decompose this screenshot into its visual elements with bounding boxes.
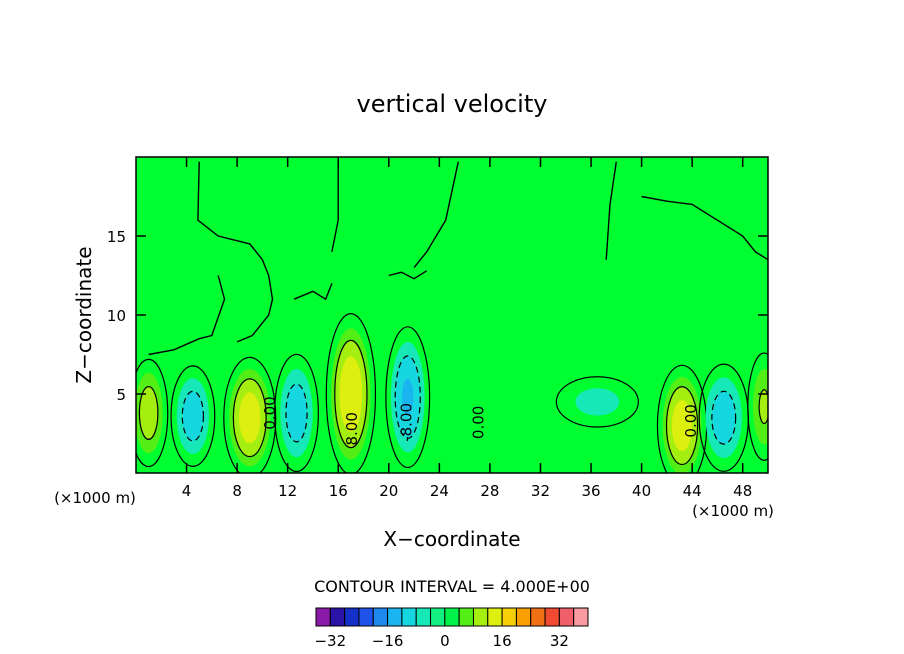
x-tick-label: 12 [278, 482, 297, 500]
color-legend: −32 −16 0 16 32 [314, 607, 589, 650]
legend-swatch [501, 607, 517, 627]
legend-label: 0 [440, 632, 450, 650]
contour-band [285, 383, 308, 443]
x-tick-label: 32 [531, 482, 550, 500]
contour-line-zero [274, 353, 319, 473]
contour-label: 0.00 [261, 396, 279, 429]
contour-band [138, 385, 159, 440]
x-tick-label: 48 [733, 482, 752, 500]
velocity-cell [385, 326, 431, 469]
x-unit-right: (×1000 m) [692, 502, 774, 520]
legend-swatch [458, 607, 474, 627]
contour-band [339, 356, 363, 432]
legend-swatch [372, 607, 389, 627]
contour-label: 0.00 [682, 404, 700, 437]
x-tick-label: 40 [632, 482, 651, 500]
x-tick-label: 4 [182, 482, 192, 500]
contour-band [402, 378, 414, 416]
legend-swatch [444, 607, 460, 627]
legend-swatch [515, 607, 532, 627]
legend-swatch [358, 607, 374, 627]
contour-line-zero [747, 352, 768, 461]
contour-line [331, 161, 339, 252]
contour-band [711, 390, 737, 445]
plot-area: 0.00 8.00 -8.00 0.00 0.00 4 8 12 16 20 24 28 32 36 40… [107, 156, 769, 500]
legend-label: 16 [493, 632, 512, 650]
legend-swatch [430, 607, 446, 627]
velocity-cell [656, 364, 708, 473]
contour-line [388, 270, 428, 280]
velocity-cell [274, 353, 319, 473]
contour-band [671, 400, 693, 452]
legend-swatch [530, 607, 546, 627]
x-tick-label: 8 [232, 482, 242, 500]
contour-line-zero [170, 365, 216, 467]
velocity-cell [170, 365, 216, 467]
x-tick-label: 44 [683, 482, 702, 500]
legend-swatch [487, 607, 503, 627]
velocity-cells [136, 313, 768, 473]
contour-line-zero [385, 326, 431, 469]
legend-swatch [315, 607, 331, 627]
contour-labels: 0.00 8.00 -8.00 0.00 0.00 [261, 396, 700, 445]
contour-interval: CONTOUR INTERVAL = 4.000E+00 [314, 577, 590, 596]
velocity-cell [747, 352, 768, 461]
contour-label: -8.00 [398, 403, 416, 442]
y-axis-ticks: 5 10 15 [107, 228, 768, 404]
zero-contour-lines [148, 161, 768, 356]
legend-swatch [415, 607, 432, 627]
contour-label: 0.00 [470, 406, 488, 439]
legend-swatch [329, 607, 346, 627]
contour-line-zero [136, 358, 169, 468]
velocity-cell [325, 313, 377, 473]
y-tick-label: 5 [116, 386, 126, 404]
contour-line [641, 195, 768, 261]
contour-band [575, 388, 620, 416]
chart-title: vertical velocity [357, 90, 548, 118]
legend-label: 32 [550, 632, 569, 650]
contour-label: 8.00 [343, 412, 361, 445]
contour-line [197, 161, 274, 343]
legend-swatch [472, 607, 489, 627]
contour-band [181, 390, 205, 442]
contour-line [148, 275, 226, 356]
contour-line-zero [555, 376, 639, 428]
x-tick-label: 36 [581, 482, 600, 500]
legend-label: −16 [372, 632, 404, 650]
legend-swatch [558, 607, 575, 627]
contour-line-zero [325, 313, 377, 473]
x-axis-ticks: 4 8 12 16 20 24 28 32 36 40 44 48 [182, 157, 752, 500]
velocity-cell [555, 376, 639, 428]
contour-line [413, 161, 459, 269]
y-tick-label: 10 [107, 307, 126, 325]
x-tick-label: 16 [329, 482, 348, 500]
x-tick-label: 24 [430, 482, 449, 500]
contour-band [239, 392, 261, 444]
contour-line [293, 283, 333, 301]
contour-line-zero [223, 356, 277, 473]
velocity-cell [698, 363, 749, 472]
x-tick-label: 28 [480, 482, 499, 500]
legend-swatch [401, 607, 417, 627]
contour-line [605, 161, 617, 260]
y-axis-label: Z−coordinate [72, 246, 96, 383]
legend-swatch [544, 607, 560, 627]
x-unit-left: (×1000 m) [54, 489, 136, 507]
legend-swatch [344, 607, 360, 627]
legend-swatch [573, 607, 589, 627]
velocity-cell [223, 356, 277, 473]
x-tick-label: 20 [379, 482, 398, 500]
y-tick-label: 15 [107, 228, 126, 246]
legend-label: −32 [314, 632, 346, 650]
legend-swatch [387, 607, 403, 627]
x-axis-label: X−coordinate [383, 527, 520, 551]
contour-band [758, 389, 768, 425]
velocity-cell [136, 358, 169, 468]
